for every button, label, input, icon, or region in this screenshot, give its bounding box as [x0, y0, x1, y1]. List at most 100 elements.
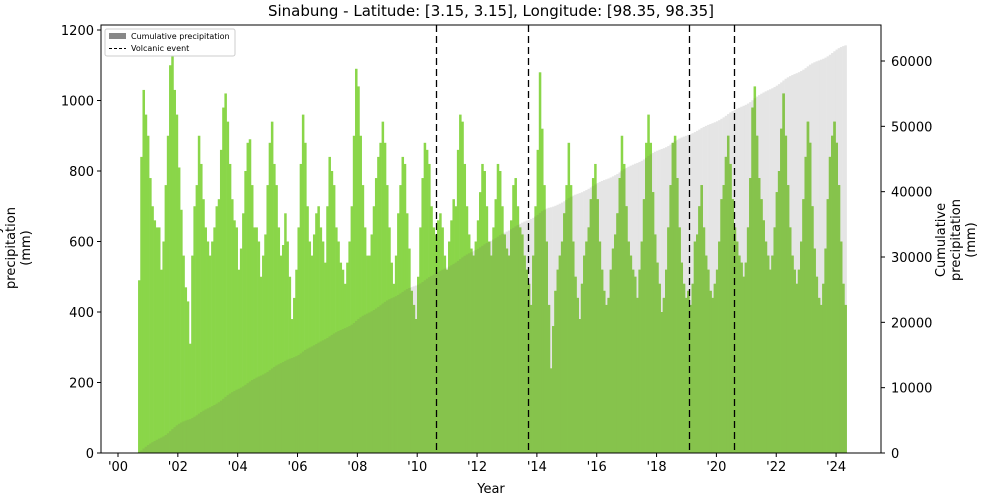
- overlap-bar: [549, 368, 553, 453]
- overlap-bar: [565, 199, 568, 453]
- overlap-bar: [538, 212, 542, 453]
- overlap-bar: [151, 442, 154, 453]
- precip-bar: [149, 178, 152, 454]
- overlap-bar: [563, 213, 566, 453]
- overlap-bar: [160, 437, 163, 453]
- overlap-bar: [760, 199, 763, 453]
- cumulative-bar: [684, 135, 688, 453]
- overlap-bar: [173, 427, 176, 453]
- overlap-bar: [631, 269, 635, 453]
- y-tick-label: 800: [69, 165, 94, 180]
- x-tick-label: '08: [347, 460, 367, 475]
- precip-bar: [142, 89, 145, 454]
- overlap-bar: [622, 169, 626, 453]
- overlap-bar: [293, 357, 296, 453]
- overlap-bar: [445, 269, 449, 453]
- x-axis-label: Year: [476, 482, 505, 497]
- precip-bar: [326, 206, 329, 453]
- overlap-bar: [802, 199, 805, 453]
- y-axis-left-ticks: 0 200 400 600 800 1000 1200: [61, 24, 101, 462]
- x-axis-ticks: '00 '02 '04 '06 '08 '10 '12 '14 '16 '18 '20 '22 '24: [108, 453, 846, 475]
- overlap-bar: [166, 433, 170, 453]
- precip-bar: [186, 301, 190, 453]
- precip-bar: [317, 206, 320, 453]
- overlap-bar: [425, 278, 429, 453]
- precip-bar: [259, 276, 263, 453]
- precip-bar: [242, 213, 245, 453]
- overlap-bar: [363, 314, 367, 453]
- precip-bar: [328, 156, 331, 453]
- y-right-tick-label: 20000: [891, 316, 932, 331]
- overlap-bar: [671, 142, 675, 453]
- overlap-bar: [228, 393, 232, 453]
- y-axis-left-label: 90 dayprecipitation(mm): [0, 207, 34, 289]
- precip-bar: [246, 142, 250, 454]
- overlap-bar: [718, 241, 721, 453]
- precip-bar: [231, 199, 234, 453]
- overlap-bar: [611, 248, 615, 453]
- overlap-bar: [350, 324, 354, 453]
- cumulative-bar: [815, 61, 819, 453]
- overlap-bar: [301, 351, 305, 453]
- overlap-bar: [456, 260, 460, 453]
- overlap-bar: [828, 156, 832, 453]
- overlap-bar: [463, 255, 467, 453]
- overlap-bar: [658, 283, 661, 453]
- precip-bar: [264, 234, 267, 453]
- overlap-bar: [439, 270, 442, 453]
- overlap-bar: [698, 206, 701, 453]
- precip-bar: [273, 163, 276, 453]
- overlap-bar: [197, 413, 201, 453]
- overlap-bar: [552, 326, 555, 453]
- cumulative-bar: [819, 59, 823, 453]
- overlap-bar: [312, 345, 316, 453]
- overlap-bar: [771, 255, 774, 453]
- precip-bar: [262, 255, 265, 453]
- precip-bar: [377, 156, 380, 453]
- overlap-bar: [470, 252, 473, 453]
- overlap-bar: [744, 262, 748, 453]
- precip-bar: [202, 199, 205, 453]
- precip-bar: [169, 65, 172, 453]
- precip-bar: [206, 241, 210, 453]
- precip-bar: [144, 114, 148, 453]
- precip-bar: [151, 206, 154, 453]
- overlap-bar: [680, 262, 684, 453]
- overlap-bar: [726, 135, 730, 453]
- overlap-bar: [237, 388, 241, 453]
- overlap-bar: [707, 269, 710, 453]
- overlap-bar: [824, 248, 827, 453]
- precip-bar: [140, 156, 143, 453]
- precip-bar: [197, 135, 201, 453]
- overlap-bar: [149, 443, 152, 453]
- overlap-bar: [250, 380, 254, 453]
- overlap-bar: [288, 358, 292, 453]
- precip-bar: [224, 93, 227, 453]
- precip-bar: [284, 213, 287, 453]
- overlap-bar: [532, 255, 535, 453]
- y-axis-right-label: Cumulativeprecipitation(mm): [934, 199, 979, 281]
- cumulative-bar: [549, 207, 553, 453]
- overlap-bar: [735, 241, 739, 453]
- overlap-bar: [574, 276, 577, 453]
- x-tick-label: '04: [228, 460, 248, 475]
- overlap-bar: [811, 206, 814, 453]
- overlap-bar: [430, 275, 433, 453]
- overlap-bar: [388, 299, 391, 453]
- y-tick-label: 600: [69, 236, 94, 251]
- overlap-bar: [569, 196, 573, 454]
- precip-bar: [312, 234, 316, 453]
- precip-bar: [304, 142, 307, 454]
- precip-bar: [250, 185, 254, 453]
- overlap-bar: [749, 178, 752, 454]
- overlap-bar: [494, 238, 498, 453]
- overlap-bar: [144, 446, 148, 453]
- precip-bar: [195, 185, 199, 453]
- overlap-bar: [368, 312, 371, 453]
- overlap-bar: [397, 294, 400, 453]
- overlap-bar: [195, 415, 199, 453]
- overlap-bar: [618, 178, 622, 454]
- precip-bar: [157, 227, 161, 453]
- overlap-bar: [560, 241, 564, 453]
- overlap-bar: [797, 269, 801, 453]
